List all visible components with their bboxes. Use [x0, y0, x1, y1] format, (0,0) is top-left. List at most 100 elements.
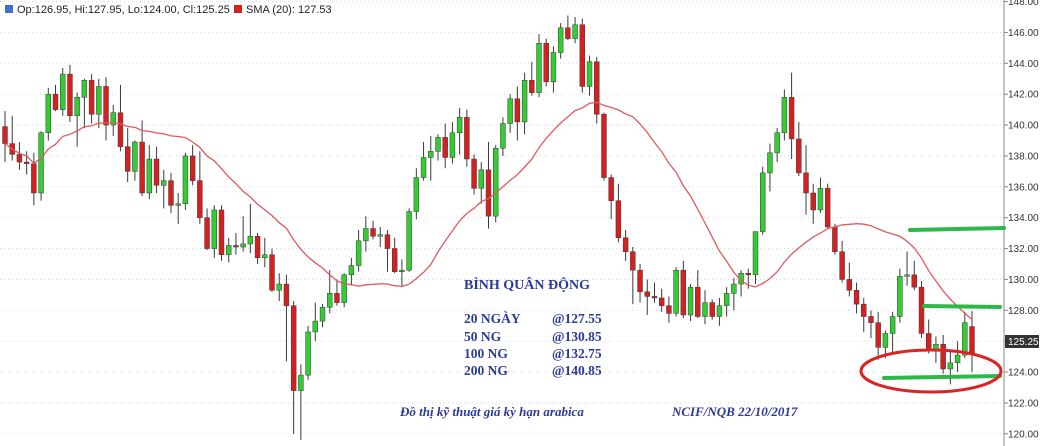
- candle: [96, 78, 102, 129]
- candle: [60, 67, 66, 116]
- last-price-tag-bg: [1005, 335, 1039, 348]
- candle: [918, 280, 925, 339]
- y-tick-label: 144.00: [1008, 59, 1039, 70]
- candle-body: [377, 234, 383, 237]
- candle-body: [796, 138, 802, 174]
- candle: [774, 128, 780, 163]
- candle: [723, 287, 730, 317]
- candle-body: [370, 228, 376, 237]
- candle: [622, 230, 629, 261]
- candle-body: [226, 245, 232, 255]
- candle-body: [904, 274, 910, 277]
- annotation-row-value: @140.85: [552, 363, 602, 378]
- candle-body: [456, 117, 463, 134]
- y-tick-label: 136.00: [1008, 182, 1039, 193]
- y-tick-label: 124.00: [1008, 368, 1039, 379]
- candle-body: [680, 269, 687, 316]
- candle: [370, 220, 376, 240]
- candle-body: [695, 286, 701, 317]
- highlight-marks: [859, 226, 1006, 394]
- candle-body: [947, 362, 954, 370]
- candle-body: [182, 155, 189, 205]
- candle: [305, 325, 311, 380]
- candle-body: [882, 333, 889, 348]
- candle: [204, 208, 210, 251]
- candle-body: [889, 316, 896, 334]
- candle: [110, 104, 116, 136]
- candle-body: [399, 269, 405, 272]
- candle: [298, 364, 304, 440]
- moving-average-annotation: BÌNH QUÂN ĐỘNG 20 NGÀY @127.55 50 NG @13…: [399, 276, 798, 419]
- candle: [233, 233, 239, 255]
- candle: [940, 335, 946, 374]
- candle: [428, 135, 434, 181]
- candle-body: [363, 228, 369, 242]
- candle: [514, 86, 521, 141]
- candle-body: [103, 86, 109, 126]
- candle-body: [197, 180, 203, 218]
- candle-body: [940, 344, 946, 370]
- candle-body: [211, 209, 217, 249]
- support-line: [882, 374, 1002, 380]
- candle-body: [406, 211, 412, 271]
- candle-body: [327, 293, 333, 308]
- candle: [276, 273, 282, 302]
- y-tick-label: 130.00: [1008, 275, 1039, 286]
- candle: [500, 117, 506, 156]
- candle-body: [709, 302, 715, 317]
- candle: [211, 205, 217, 258]
- candle-body: [637, 269, 643, 293]
- sma-legend-text: SMA (20): 127.53: [246, 4, 332, 16]
- candle-body: [608, 177, 614, 201]
- candle: [485, 142, 492, 229]
- last-price-tag-text: 125.25: [1008, 337, 1039, 348]
- candle-body: [615, 200, 622, 239]
- candle-body: [897, 276, 903, 317]
- candle: [846, 262, 853, 297]
- y-tick-label: 140.00: [1008, 121, 1039, 132]
- candle: [658, 288, 665, 312]
- candle: [507, 94, 513, 133]
- candle-body: [853, 289, 860, 305]
- candle-body: [60, 73, 66, 110]
- candle-body: [550, 52, 557, 83]
- candle-body: [875, 322, 881, 348]
- candle: [226, 237, 232, 263]
- y-tick-label: 120.00: [1008, 429, 1039, 440]
- candle-body: [817, 188, 824, 211]
- candle: [67, 64, 73, 122]
- candle-body: [283, 283, 290, 306]
- candle: [9, 115, 15, 161]
- chart-caption: Đồ thị kỹ thuật giá kỳ hạn arabica: [399, 404, 584, 419]
- resistance-line-middle: [922, 304, 1002, 309]
- candle: [334, 279, 340, 306]
- candle: [464, 109, 470, 167]
- candle: [666, 296, 672, 323]
- candle-body: [16, 154, 23, 163]
- candle: [536, 33, 542, 98]
- y-tick-label: 132.00: [1008, 244, 1039, 255]
- candle-body: [88, 80, 95, 115]
- candle: [384, 230, 391, 272]
- candle-body: [485, 169, 492, 217]
- candle: [832, 223, 838, 255]
- candle: [168, 172, 174, 214]
- candle-body: [644, 291, 650, 297]
- candle: [594, 57, 600, 124]
- candle: [680, 260, 687, 319]
- candle: [875, 311, 881, 360]
- candle: [146, 145, 153, 200]
- candle-body: [846, 279, 853, 291]
- candle-body: [23, 161, 30, 164]
- candle: [543, 38, 549, 87]
- candle: [839, 240, 845, 283]
- candle-body: [622, 237, 629, 252]
- candle-body: [861, 303, 867, 317]
- resistance-line-upper: [908, 226, 1006, 232]
- candle: [630, 247, 636, 305]
- candle-body: [954, 354, 961, 364]
- candle-body: [420, 157, 427, 178]
- candle-body: [767, 152, 773, 174]
- candle-body: [738, 273, 744, 285]
- candle: [651, 282, 658, 303]
